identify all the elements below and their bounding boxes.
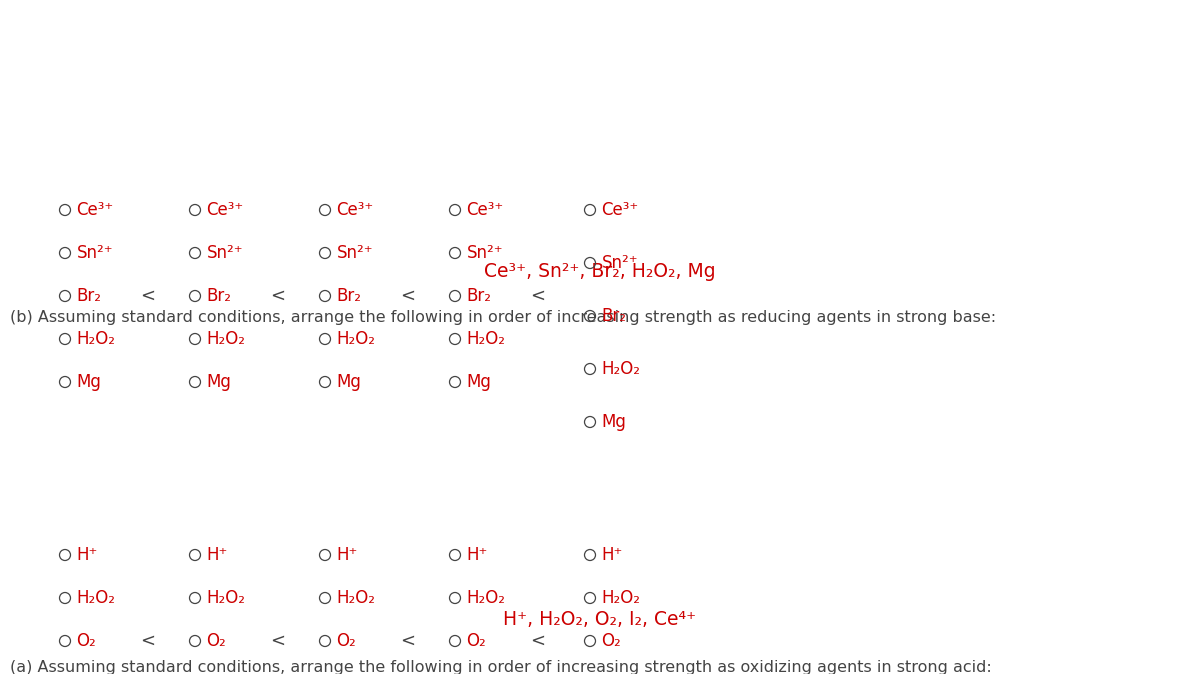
Text: O₂: O₂ xyxy=(77,632,96,650)
Text: H₂O₂: H₂O₂ xyxy=(467,330,505,348)
Text: Br₂: Br₂ xyxy=(77,287,102,305)
Text: Ce³⁺: Ce³⁺ xyxy=(336,201,373,219)
Text: <: < xyxy=(401,632,415,650)
Text: H⁺: H⁺ xyxy=(77,546,98,564)
Text: Mg: Mg xyxy=(336,373,361,391)
Text: Sn²⁺: Sn²⁺ xyxy=(467,244,503,262)
Text: Sn²⁺: Sn²⁺ xyxy=(77,244,113,262)
Text: Br₂: Br₂ xyxy=(467,287,492,305)
Text: Br₂: Br₂ xyxy=(206,287,232,305)
Text: H⁺: H⁺ xyxy=(467,546,488,564)
Text: Ce³⁺: Ce³⁺ xyxy=(601,201,638,219)
Text: <: < xyxy=(530,287,546,305)
Text: H₂O₂: H₂O₂ xyxy=(206,589,246,607)
Text: <: < xyxy=(270,287,286,305)
Text: Sn²⁺: Sn²⁺ xyxy=(601,254,638,272)
Text: H⁺: H⁺ xyxy=(206,546,228,564)
Text: (b) Assuming standard conditions, arrange the following in order of increasing s: (b) Assuming standard conditions, arrang… xyxy=(10,310,996,325)
Text: H₂O₂: H₂O₂ xyxy=(77,330,115,348)
Text: Br₂: Br₂ xyxy=(601,307,626,325)
Text: Ce³⁺: Ce³⁺ xyxy=(77,201,114,219)
Text: H₂O₂: H₂O₂ xyxy=(336,330,376,348)
Text: Ce³⁺: Ce³⁺ xyxy=(206,201,244,219)
Text: H₂O₂: H₂O₂ xyxy=(77,589,115,607)
Text: H₂O₂: H₂O₂ xyxy=(336,589,376,607)
Text: <: < xyxy=(140,287,156,305)
Text: <: < xyxy=(401,287,415,305)
Text: Mg: Mg xyxy=(77,373,101,391)
Text: Sn²⁺: Sn²⁺ xyxy=(336,244,373,262)
Text: O₂: O₂ xyxy=(206,632,227,650)
Text: O₂: O₂ xyxy=(601,632,622,650)
Text: H₂O₂: H₂O₂ xyxy=(601,360,641,378)
Text: Ce³⁺, Sn²⁺, Br₂, H₂O₂, Mg: Ce³⁺, Sn²⁺, Br₂, H₂O₂, Mg xyxy=(484,262,716,281)
Text: H₂O₂: H₂O₂ xyxy=(206,330,246,348)
Text: <: < xyxy=(270,632,286,650)
Text: Sn²⁺: Sn²⁺ xyxy=(206,244,244,262)
Text: <: < xyxy=(140,632,156,650)
Text: H⁺, H₂O₂, O₂, I₂, Ce⁴⁺: H⁺, H₂O₂, O₂, I₂, Ce⁴⁺ xyxy=(504,610,696,629)
Text: Ce³⁺: Ce³⁺ xyxy=(467,201,504,219)
Text: Mg: Mg xyxy=(206,373,232,391)
Text: H⁺: H⁺ xyxy=(601,546,623,564)
Text: H₂O₂: H₂O₂ xyxy=(467,589,505,607)
Text: H⁺: H⁺ xyxy=(336,546,358,564)
Text: Mg: Mg xyxy=(467,373,491,391)
Text: H₂O₂: H₂O₂ xyxy=(601,589,641,607)
Text: O₂: O₂ xyxy=(336,632,356,650)
Text: Br₂: Br₂ xyxy=(336,287,361,305)
Text: Mg: Mg xyxy=(601,413,626,431)
Text: O₂: O₂ xyxy=(467,632,486,650)
Text: (a) Assuming standard conditions, arrange the following in order of increasing s: (a) Assuming standard conditions, arrang… xyxy=(10,660,991,674)
Text: <: < xyxy=(530,632,546,650)
